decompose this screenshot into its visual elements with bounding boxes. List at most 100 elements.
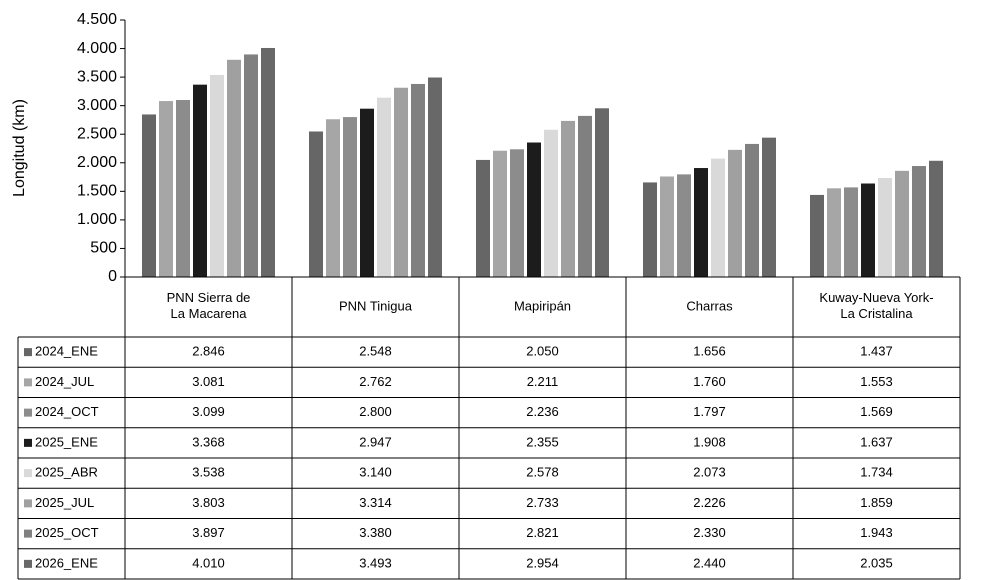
bar bbox=[360, 108, 374, 277]
bar bbox=[261, 47, 275, 278]
table-value: 3.368 bbox=[192, 434, 225, 449]
table-value: 1.569 bbox=[860, 404, 893, 419]
table-value: 2.762 bbox=[359, 374, 392, 389]
bar bbox=[159, 101, 173, 277]
table-value: 2.035 bbox=[860, 555, 893, 570]
legend-label: 2025_JUL bbox=[35, 495, 94, 510]
bar bbox=[929, 160, 943, 277]
table-value: 1.859 bbox=[860, 495, 893, 510]
bar bbox=[394, 87, 408, 277]
table-value: 2.548 bbox=[359, 344, 392, 359]
y-tick-label: 3.000 bbox=[77, 97, 117, 114]
table-value: 2.236 bbox=[526, 404, 559, 419]
table-value: 1.734 bbox=[860, 465, 893, 480]
bar bbox=[912, 166, 926, 277]
y-tick-label: 4.000 bbox=[77, 40, 117, 57]
table-value: 2.947 bbox=[359, 434, 392, 449]
table-value: 3.493 bbox=[359, 555, 392, 570]
table-value: 2.954 bbox=[526, 555, 559, 570]
bar bbox=[677, 174, 691, 277]
bar bbox=[227, 59, 241, 278]
table-value: 1.637 bbox=[860, 434, 893, 449]
table-value: 1.760 bbox=[693, 374, 726, 389]
y-tick-label: 1.000 bbox=[77, 211, 117, 228]
legend-swatch bbox=[24, 529, 32, 538]
table-value: 2.211 bbox=[527, 374, 559, 389]
bar bbox=[411, 83, 425, 277]
category-label: PNN Sierra de La Macarena bbox=[167, 290, 251, 321]
table-value: 1.943 bbox=[860, 525, 893, 540]
bar bbox=[762, 137, 776, 277]
bar bbox=[694, 168, 708, 277]
table-value: 2.821 bbox=[526, 525, 559, 540]
table-value: 2.073 bbox=[693, 465, 726, 480]
y-tick-label: 2.500 bbox=[77, 125, 117, 142]
legend-label: 2024_JUL bbox=[35, 374, 94, 389]
y-tick-label: 2.000 bbox=[77, 154, 117, 171]
bar bbox=[343, 117, 357, 277]
bar bbox=[561, 120, 575, 277]
table-value: 4.010 bbox=[192, 555, 225, 570]
bar bbox=[428, 77, 442, 277]
legend-swatch bbox=[24, 378, 32, 387]
table-value: 1.908 bbox=[693, 434, 726, 449]
table-value: 2.440 bbox=[693, 555, 726, 570]
bar bbox=[711, 158, 725, 277]
table-value: 2.330 bbox=[693, 525, 726, 540]
y-tick-label: 0 bbox=[108, 268, 117, 285]
table-value: 3.380 bbox=[359, 525, 392, 540]
bar bbox=[595, 108, 609, 277]
bar bbox=[861, 183, 875, 277]
legend-swatch bbox=[24, 438, 32, 447]
table-value: 3.538 bbox=[192, 465, 225, 480]
table-value: 3.081 bbox=[192, 374, 225, 389]
table-value: 2.050 bbox=[526, 344, 559, 359]
table-value: 2.846 bbox=[192, 344, 225, 359]
bar bbox=[578, 115, 592, 277]
table-value: 1.656 bbox=[693, 344, 726, 359]
bar bbox=[527, 142, 541, 277]
bar bbox=[745, 143, 759, 277]
table-value: 2.226 bbox=[693, 495, 726, 510]
legend-swatch bbox=[24, 348, 32, 357]
bar bbox=[176, 100, 190, 277]
table-value: 2.800 bbox=[359, 404, 392, 419]
legend-swatch bbox=[24, 408, 32, 417]
bar bbox=[510, 149, 524, 277]
bar bbox=[493, 150, 507, 277]
bar bbox=[895, 170, 909, 277]
legend-label: 2025_OCT bbox=[35, 525, 99, 540]
table-value: 2.733 bbox=[526, 495, 559, 510]
legend-label: 2024_OCT bbox=[35, 404, 99, 419]
category-label: Mapiripán bbox=[514, 298, 571, 313]
y-tick-label: 3.500 bbox=[77, 68, 117, 85]
table-value: 2.355 bbox=[526, 434, 559, 449]
bar bbox=[377, 97, 391, 277]
category-label: Kuway-Nueva York-La Cristalina bbox=[819, 290, 933, 321]
bar bbox=[844, 187, 858, 277]
table-value: 1.437 bbox=[860, 344, 893, 359]
legend-swatch bbox=[24, 469, 32, 478]
table-value: 3.803 bbox=[192, 495, 225, 510]
table-value: 3.314 bbox=[359, 495, 392, 510]
bar bbox=[728, 149, 742, 277]
category-label: PNN Tinigua bbox=[339, 298, 413, 313]
table-value: 1.553 bbox=[860, 374, 893, 389]
legend-swatch bbox=[24, 559, 32, 568]
bar bbox=[810, 194, 824, 277]
table-value: 2.578 bbox=[526, 465, 559, 480]
bar bbox=[660, 176, 674, 277]
table-value: 1.797 bbox=[693, 404, 726, 419]
legend-label: 2025_ABR bbox=[35, 465, 98, 480]
bar bbox=[193, 84, 207, 277]
legend-label: 2025_ENE bbox=[35, 434, 98, 449]
bar bbox=[827, 188, 841, 277]
table-value: 3.897 bbox=[192, 525, 225, 540]
y-tick-label: 1.500 bbox=[77, 183, 117, 200]
table-value: 3.140 bbox=[359, 465, 392, 480]
category-label: Charras bbox=[686, 298, 733, 313]
bar bbox=[878, 177, 892, 277]
y-axis-label: Longitud (km) bbox=[11, 99, 28, 197]
bar bbox=[326, 119, 340, 277]
